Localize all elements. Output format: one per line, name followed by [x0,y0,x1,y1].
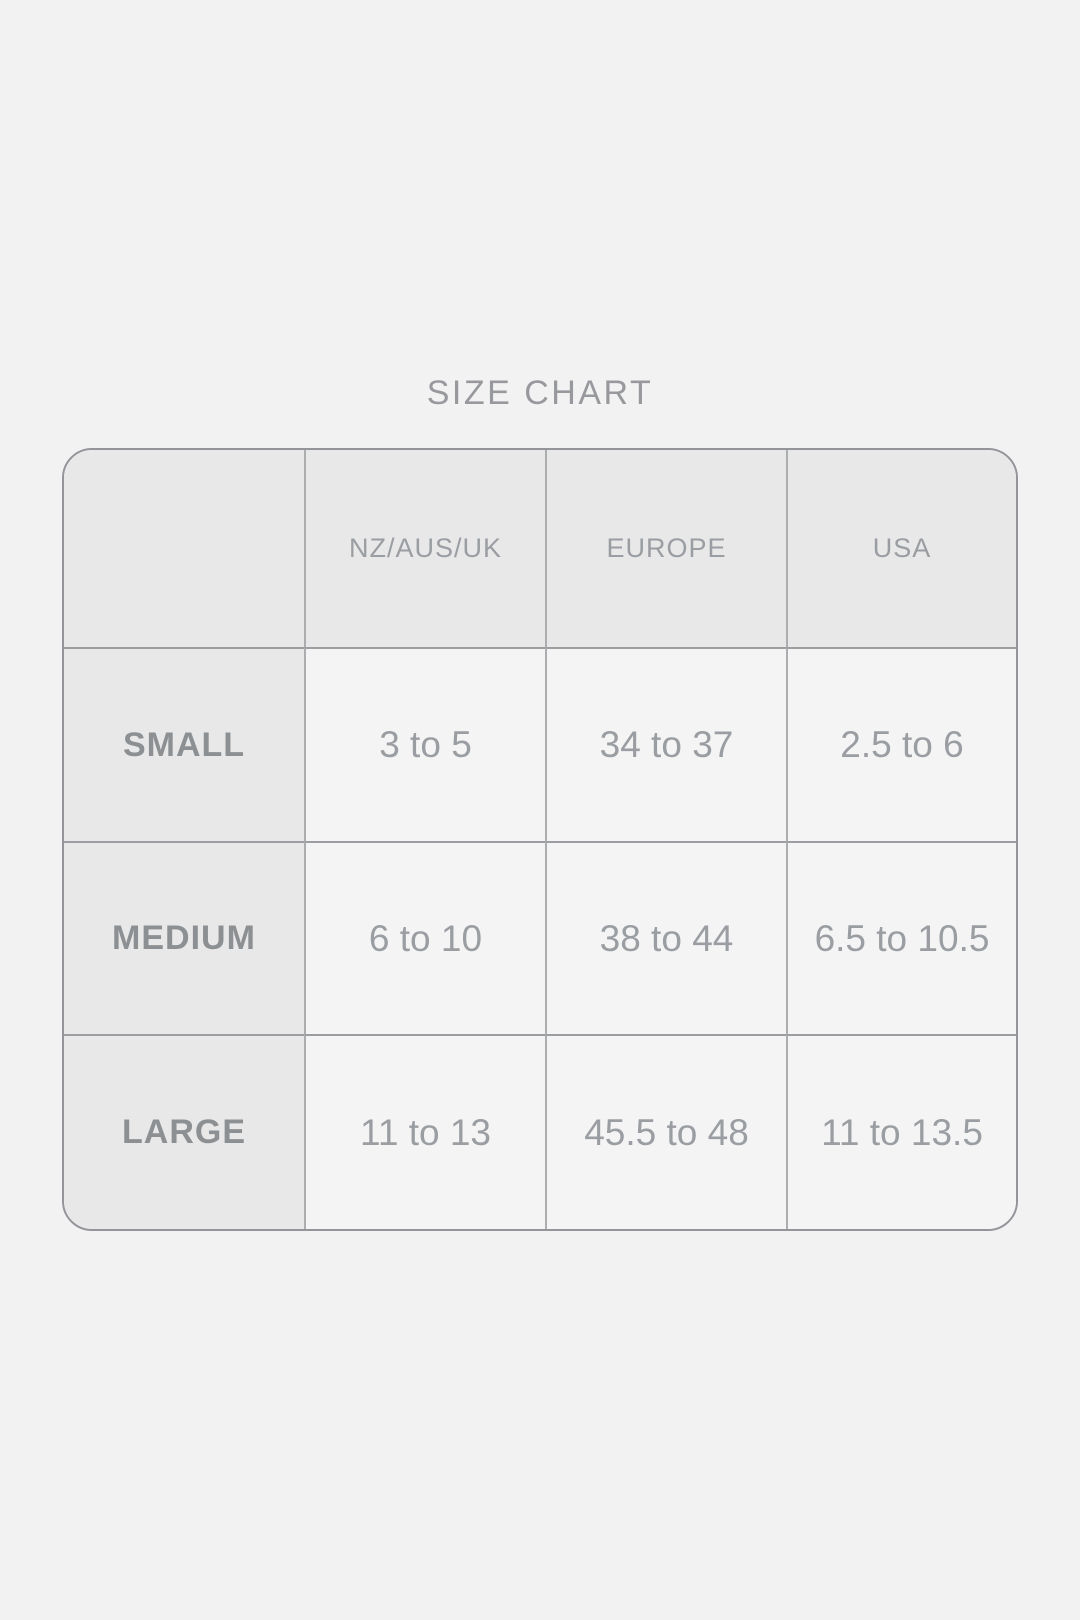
column-header-nz-aus-uk: NZ/AUS/UK [304,450,545,647]
column-header-usa: USA [786,450,1016,647]
corner-cell [64,450,304,647]
row-label-medium: MEDIUM [64,841,304,1034]
column-header-europe: EUROPE [545,450,786,647]
cell-large-nz-aus-uk: 11 to 13 [304,1034,545,1229]
cell-medium-usa: 6.5 to 10.5 [786,841,1016,1034]
cell-small-nz-aus-uk: 3 to 5 [304,647,545,841]
cell-large-usa: 11 to 13.5 [786,1034,1016,1229]
cell-small-usa: 2.5 to 6 [786,647,1016,841]
cell-small-europe: 34 to 37 [545,647,786,841]
row-label-large: LARGE [64,1034,304,1229]
row-label-small: SMALL [64,647,304,841]
cell-medium-nz-aus-uk: 6 to 10 [304,841,545,1034]
cell-large-europe: 45.5 to 48 [545,1034,786,1229]
page-title: SIZE CHART [426,374,654,412]
size-chart-table: NZ/AUS/UK EUROPE USA SMALL 3 to 5 34 to … [62,448,1018,1231]
cell-medium-europe: 38 to 44 [545,841,786,1034]
